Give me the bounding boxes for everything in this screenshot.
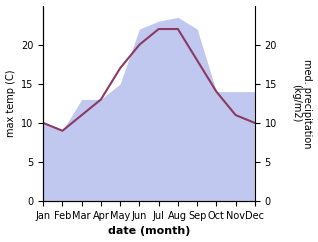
Y-axis label: med. precipitation
(kg/m2): med. precipitation (kg/m2) <box>291 59 313 148</box>
Y-axis label: max temp (C): max temp (C) <box>5 70 16 137</box>
X-axis label: date (month): date (month) <box>108 227 190 236</box>
